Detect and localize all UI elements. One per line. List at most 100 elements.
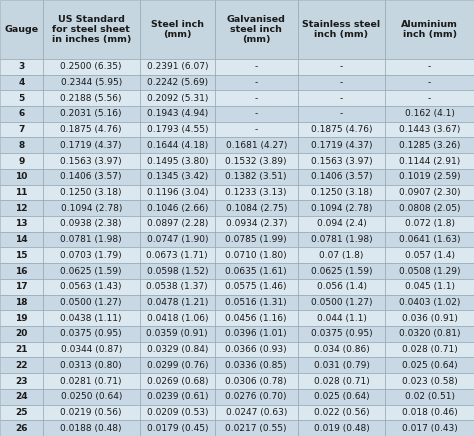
Bar: [140, 389, 215, 405]
Bar: [298, 326, 385, 342]
Text: 0.1406 (3.57): 0.1406 (3.57): [61, 172, 122, 181]
Text: 0.018 (0.46): 0.018 (0.46): [402, 408, 457, 417]
Bar: [43, 75, 140, 90]
Bar: [385, 169, 474, 184]
Bar: [385, 216, 474, 232]
Bar: [215, 405, 298, 420]
Bar: [43, 216, 140, 232]
Bar: [298, 122, 385, 137]
Text: -: -: [340, 109, 343, 118]
Bar: [215, 326, 298, 342]
Text: 0.0907 (2.30): 0.0907 (2.30): [399, 188, 460, 197]
Bar: [140, 0, 215, 59]
Text: 0.0366 (0.93): 0.0366 (0.93): [225, 345, 287, 354]
Text: 20: 20: [15, 329, 27, 338]
Bar: [0, 216, 43, 232]
Bar: [0, 279, 43, 295]
Text: 0.0538 (1.37): 0.0538 (1.37): [146, 282, 208, 291]
Bar: [43, 122, 140, 137]
Text: 0.057 (1.4): 0.057 (1.4): [405, 251, 455, 260]
Bar: [298, 389, 385, 405]
Bar: [43, 405, 140, 420]
Bar: [0, 0, 43, 59]
Text: 0.0500 (1.27): 0.0500 (1.27): [61, 298, 122, 307]
Bar: [0, 263, 43, 279]
Text: 0.028 (0.71): 0.028 (0.71): [402, 345, 457, 354]
Bar: [385, 295, 474, 310]
Text: -: -: [255, 94, 258, 102]
Text: 0.0598 (1.52): 0.0598 (1.52): [146, 266, 208, 276]
Text: 0.1875 (4.76): 0.1875 (4.76): [311, 125, 372, 134]
Bar: [0, 405, 43, 420]
Text: 9: 9: [18, 157, 25, 166]
Bar: [0, 389, 43, 405]
Bar: [298, 200, 385, 216]
Bar: [385, 59, 474, 75]
Bar: [298, 232, 385, 248]
Bar: [298, 169, 385, 184]
Text: 0.1563 (3.97): 0.1563 (3.97): [310, 157, 373, 166]
Text: 0.1250 (3.18): 0.1250 (3.18): [311, 188, 372, 197]
Bar: [140, 169, 215, 184]
Text: 0.0508 (1.29): 0.0508 (1.29): [399, 266, 460, 276]
Bar: [215, 184, 298, 200]
Text: 0.1406 (3.57): 0.1406 (3.57): [311, 172, 372, 181]
Text: 0.1094 (2.78): 0.1094 (2.78): [311, 204, 372, 213]
Bar: [215, 295, 298, 310]
Bar: [0, 232, 43, 248]
Bar: [0, 169, 43, 184]
Bar: [215, 232, 298, 248]
Bar: [298, 358, 385, 373]
Text: 6: 6: [18, 109, 25, 118]
Bar: [140, 90, 215, 106]
Bar: [215, 248, 298, 263]
Bar: [43, 279, 140, 295]
Bar: [140, 405, 215, 420]
Bar: [0, 248, 43, 263]
Text: 0.0209 (0.53): 0.0209 (0.53): [146, 408, 208, 417]
Text: 0.1233 (3.13): 0.1233 (3.13): [226, 188, 287, 197]
Text: 0.2500 (6.35): 0.2500 (6.35): [61, 62, 122, 71]
Bar: [43, 420, 140, 436]
Bar: [298, 137, 385, 153]
Bar: [140, 248, 215, 263]
Text: -: -: [340, 94, 343, 102]
Bar: [215, 216, 298, 232]
Text: 0.0403 (1.02): 0.0403 (1.02): [399, 298, 460, 307]
Bar: [215, 358, 298, 373]
Bar: [298, 59, 385, 75]
Text: 0.02 (0.51): 0.02 (0.51): [405, 392, 455, 401]
Bar: [215, 389, 298, 405]
Text: 0.1196 (3.04): 0.1196 (3.04): [146, 188, 208, 197]
Bar: [215, 90, 298, 106]
Text: 3: 3: [18, 62, 25, 71]
Text: 0.0269 (0.68): 0.0269 (0.68): [146, 377, 208, 385]
Text: 12: 12: [15, 204, 27, 213]
Text: 0.0625 (1.59): 0.0625 (1.59): [61, 266, 122, 276]
Bar: [298, 279, 385, 295]
Bar: [0, 420, 43, 436]
Text: 0.0336 (0.85): 0.0336 (0.85): [225, 361, 287, 370]
Text: 17: 17: [15, 282, 27, 291]
Text: 0.2242 (5.69): 0.2242 (5.69): [147, 78, 208, 87]
Bar: [43, 0, 140, 59]
Text: 21: 21: [15, 345, 27, 354]
Bar: [140, 310, 215, 326]
Text: 0.0747 (1.90): 0.0747 (1.90): [146, 235, 208, 244]
Bar: [298, 184, 385, 200]
Bar: [215, 200, 298, 216]
Bar: [43, 106, 140, 122]
Text: 0.094 (2.4): 0.094 (2.4): [317, 219, 366, 228]
Text: 0.0320 (0.81): 0.0320 (0.81): [399, 329, 460, 338]
Bar: [298, 263, 385, 279]
Bar: [43, 59, 140, 75]
Text: US Standard
for steel sheet
in inches (mm): US Standard for steel sheet in inches (m…: [52, 14, 131, 44]
Bar: [385, 342, 474, 358]
Text: 0.162 (4.1): 0.162 (4.1): [405, 109, 455, 118]
Bar: [0, 310, 43, 326]
Text: 0.1875 (4.76): 0.1875 (4.76): [61, 125, 122, 134]
Bar: [0, 358, 43, 373]
Bar: [140, 106, 215, 122]
Bar: [140, 122, 215, 137]
Text: 0.2031 (5.16): 0.2031 (5.16): [61, 109, 122, 118]
